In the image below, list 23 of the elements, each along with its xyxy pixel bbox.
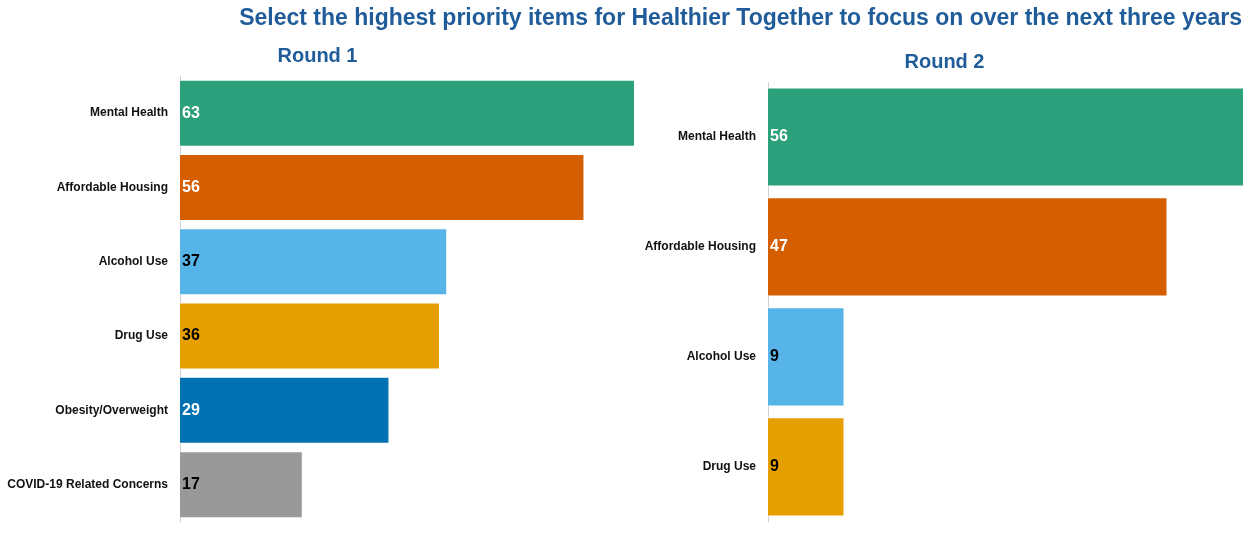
data-label: 29 <box>182 400 200 418</box>
data-label: 37 <box>182 252 200 270</box>
y-tick-label: Obesity/Overweight <box>55 402 168 417</box>
data-label: 47 <box>770 237 788 255</box>
y-tick-label: Alcohol Use <box>686 349 757 364</box>
data-label: 56 <box>182 177 200 195</box>
data-label: 36 <box>182 326 200 344</box>
y-tick-label: Drug Use <box>114 328 169 343</box>
y-tick-label: Alcohol Use <box>98 254 169 269</box>
y-tick-label: Drug Use <box>702 459 757 474</box>
chart-title: Round 1 <box>277 43 358 66</box>
y-tick-label: COVID-19 Related Concerns <box>7 476 169 491</box>
chart-title: Round 2 <box>904 49 985 72</box>
data-label: 56 <box>770 127 788 145</box>
y-tick-label: Mental Health <box>677 129 756 144</box>
y-tick-label: Affordable Housing <box>644 239 756 254</box>
y-tick-label: Mental Health <box>89 105 168 120</box>
data-label: 9 <box>770 457 779 475</box>
data-label: 63 <box>182 103 200 121</box>
y-tick-label: Affordable Housing <box>56 179 168 194</box>
text: Select the highest priority items for Healthier Together to focus on over the next three years <box>238 4 1243 31</box>
data-label: 9 <box>770 347 779 365</box>
data-label: 17 <box>182 475 200 493</box>
